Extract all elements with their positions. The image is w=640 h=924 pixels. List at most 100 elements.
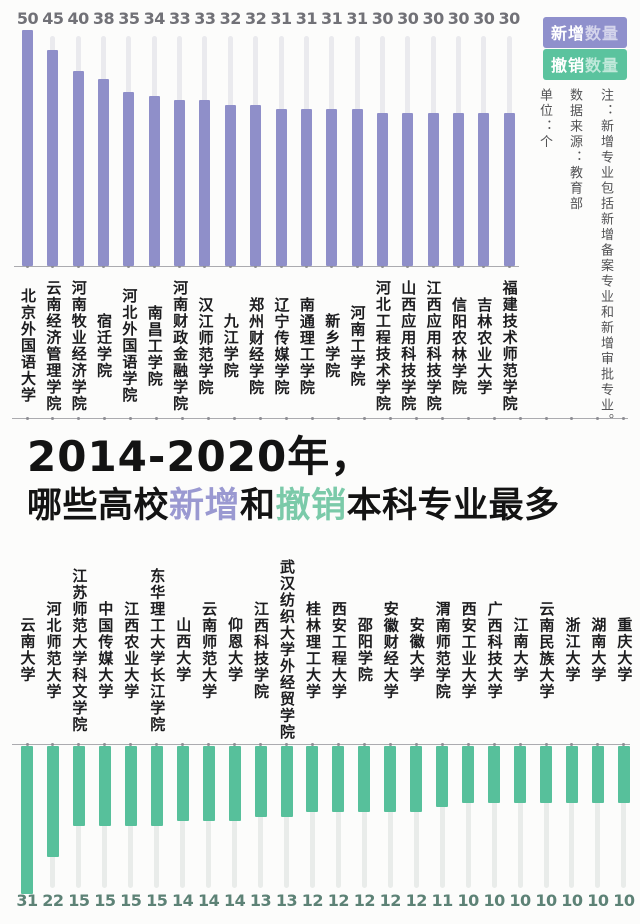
new-majors-value-label: 30: [397, 9, 419, 28]
removed-majors-value-label: 22: [42, 891, 64, 910]
removed-majors-axis-dot: [414, 743, 418, 746]
new-majors-category-label: 北京外国语大学: [19, 288, 37, 404]
removed-majors-category-label: 广西科技大学: [485, 600, 504, 700]
removed-majors-bar: [72, 746, 85, 826]
removed-majors-category-label: 西安工业大学: [459, 600, 478, 700]
new-majors-axis-dot: [355, 265, 359, 268]
removed-majors-bar: [617, 746, 630, 803]
removed-majors-bar-group: 13: [248, 746, 274, 910]
separator-dotted-line: [12, 417, 628, 420]
removed-majors-category-label: 云南大学: [18, 617, 37, 683]
removed-majors-value-label: 12: [327, 891, 350, 910]
removed-majors-bar-track: [413, 746, 419, 888]
separator-dot: [492, 417, 496, 420]
removed-majors-value-label: 11: [431, 891, 454, 910]
removed-majors-bar: [98, 746, 111, 826]
removed-majors-category-label: 安徽财经大学: [381, 600, 400, 700]
new-majors-category-label: 河南工学院: [348, 304, 367, 388]
new-majors-axis-dot: [26, 265, 29, 268]
separator-dot: [259, 417, 263, 420]
removed-majors-axis-dot: [336, 743, 340, 746]
removed-majors-name-cell: 桂林理工大学: [298, 555, 326, 745]
new-majors-category-labels: 北京外国语大学 云南经济管理学院 河南牧业经济学院 宿迁学院 河北外国语学院 南昌工学院河…: [0, 274, 640, 418]
removed-majors-name-cell: 云南师范大学: [195, 555, 223, 745]
removed-majors-name-cell: 湖南大学: [584, 555, 612, 745]
removed-majors-name-cell: 中国传媒大学: [91, 555, 119, 745]
removed-majors-value-label: 10: [535, 891, 557, 910]
removed-majors-bar: [202, 746, 215, 821]
new-majors-bar: [351, 109, 363, 266]
separator-dot: [129, 417, 133, 420]
removed-majors-bar-group: 14: [196, 746, 222, 910]
new-majors-category-label: 南通理工学院: [297, 296, 316, 396]
removed-majors-bar-group: 12: [351, 746, 377, 910]
removed-majors-bar-track: [387, 746, 393, 888]
new-majors-axis-dot: [127, 265, 131, 268]
new-majors-bar: [326, 109, 338, 266]
new-majors-axis-dot: [228, 265, 232, 268]
new-majors-axis-dot: [178, 265, 182, 268]
removed-majors-bar-group: 13: [274, 746, 300, 910]
new-majors-value-label: 38: [92, 9, 115, 28]
new-majors-bar-group: 50: [15, 0, 40, 266]
removed-majors-axis-dot: [570, 743, 574, 746]
new-majors-axis-dot: [279, 265, 283, 268]
removed-majors-bar: [591, 746, 604, 803]
removed-majors-axis-dot: [518, 743, 522, 746]
removed-majors-category-label: 湖南大学: [589, 617, 608, 683]
removed-majors-name-cell: 安徽财经大学: [376, 555, 404, 745]
removed-majors-bar-group: 10: [533, 746, 559, 910]
new-majors-bar-group: 30: [471, 0, 496, 266]
removed-majors-bar-track: [465, 746, 471, 888]
removed-majors-category-label: 河北师范大学: [44, 600, 63, 700]
new-majors-bar: [376, 113, 388, 266]
removed-majors-name-cell: 武汉纺织大学外经贸学院: [273, 555, 301, 745]
removed-majors-bar-group: 10: [585, 746, 611, 910]
new-majors-value-label: 30: [498, 9, 521, 28]
removed-majors-chart: 31 22 15 15 15 15 14 14 14 13 13 12 12 12 12 12 11 10 10 10…: [0, 746, 640, 910]
removed-majors-axis-dot: [466, 743, 470, 746]
new-majors-value-label: 45: [42, 9, 64, 28]
new-majors-axis-line: [14, 265, 519, 268]
title-line2-prefix: 哪些高校: [27, 486, 170, 527]
new-majors-category-label: 河南牧业经济学院: [69, 280, 88, 412]
removed-majors-name-cell: 安徽大学: [402, 555, 430, 745]
separator-dot: [440, 417, 444, 420]
removed-majors-axis-dot: [25, 743, 29, 746]
removed-majors-bar-group: 10: [455, 746, 481, 910]
removed-majors-bar-track: [569, 746, 575, 888]
removed-majors-bar-track: [258, 746, 264, 888]
removed-majors-bar-track: [284, 746, 289, 888]
new-majors-bar: [72, 71, 84, 266]
new-majors-name-cell: 河南牧业经济学院: [65, 274, 92, 418]
title-highlight-removed: 撤销: [275, 486, 347, 527]
new-majors-name-cell: 九江学院: [217, 274, 244, 418]
new-majors-name-cell: 云南经济管理学院: [39, 274, 66, 418]
removed-majors-axis-dot: [51, 743, 55, 746]
new-majors-category-label: 江西应用科技学院: [424, 280, 443, 412]
removed-majors-axis-dot: [103, 743, 107, 746]
removed-majors-value-label: 12: [301, 891, 324, 910]
data-source-note: 数据来源：教育部: [567, 88, 582, 212]
removed-majors-category-label: 邵阳学院: [355, 617, 374, 683]
removed-majors-category-label: 云南师范大学: [200, 600, 219, 700]
title-block: 2014-2020年， 哪些高校新增和撤销本科专业最多: [27, 433, 560, 527]
new-majors-value-label: 32: [245, 9, 267, 28]
new-majors-bar: [427, 113, 439, 266]
removed-majors-bar-track: [517, 746, 523, 888]
removed-majors-value-label: 13: [249, 891, 272, 910]
new-majors-name-cell: 信阳农林学院: [445, 274, 472, 418]
removed-majors-bar: [176, 746, 189, 821]
new-majors-category-label: 山西应用科技学院: [399, 280, 418, 412]
removed-majors-bar-group: 15: [118, 746, 144, 910]
removed-majors-bar: [21, 746, 33, 894]
removed-majors-bar-track: [309, 746, 315, 888]
new-majors-category-label: 福建技术师范学院: [500, 280, 519, 412]
new-majors-name-cell: 南昌工学院: [141, 274, 168, 418]
new-majors-category-label: 河南财政金融学院: [171, 280, 190, 412]
removed-majors-value-label: 13: [275, 891, 298, 910]
separator-dot: [362, 417, 366, 420]
removed-majors-name-cell: 江西科技学院: [247, 555, 275, 745]
new-majors-axis-dot: [254, 265, 258, 268]
removed-majors-category-label: 重庆大学: [615, 617, 634, 683]
